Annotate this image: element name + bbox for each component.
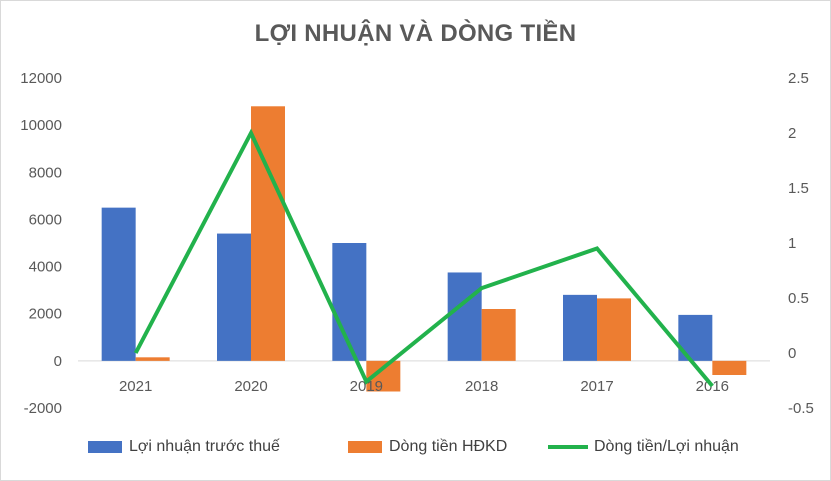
left-tick-label: 12000 xyxy=(20,70,62,87)
legend-swatch-ratio xyxy=(548,445,588,449)
bar-cashflow xyxy=(597,298,631,361)
legend-swatch-cashflow xyxy=(348,441,382,453)
left-axis: 12000 10000 8000 6000 4000 2000 0 -2000 xyxy=(20,70,62,417)
right-axis: 2.5 2 1.5 1 0.5 0 -0.5 xyxy=(788,70,814,417)
bar-profit xyxy=(101,207,136,361)
left-tick-label: 2000 xyxy=(29,306,62,323)
legend-label-ratio: Dòng tiền/Lợi nhuận xyxy=(594,438,739,455)
left-tick-label: 10000 xyxy=(20,117,62,134)
legend-item-profit: Lợi nhuận trước thuế xyxy=(88,438,280,456)
bar-cashflow xyxy=(712,360,747,375)
right-tick-label: 2 xyxy=(788,125,796,142)
left-tick-label: 8000 xyxy=(29,164,62,181)
legend-label-cashflow: Dòng tiền HĐKD xyxy=(389,438,508,455)
legend: Lợi nhuận trước thuế Dòng tiền HĐKD Dòng… xyxy=(0,438,831,462)
right-tick-label: 1.5 xyxy=(788,180,809,197)
legend-item-ratio: Dòng tiền/Lợi nhuận xyxy=(548,438,739,456)
left-tick-label: 0 xyxy=(54,353,62,370)
left-tick-label: -2000 xyxy=(24,400,62,417)
series-line-ratio xyxy=(133,128,714,388)
bar-profit xyxy=(447,272,482,361)
right-tick-label: 2.5 xyxy=(788,70,809,87)
chart-title: LỢI NHUẬN VÀ DÒNG TIỀN xyxy=(254,20,577,47)
bar-cashflow xyxy=(135,357,170,361)
left-tick-label: 4000 xyxy=(29,259,62,276)
bar-cashflow xyxy=(481,309,516,361)
category-label: 2016 xyxy=(696,378,729,395)
right-tick-label: 0 xyxy=(788,345,796,362)
category-label: 2018 xyxy=(465,378,498,395)
right-tick-label: -0.5 xyxy=(788,400,814,417)
left-tick-label: 6000 xyxy=(29,211,62,228)
category-label: 2021 xyxy=(119,378,152,395)
category-label: 2020 xyxy=(234,378,267,395)
category-label: 2019 xyxy=(350,378,383,395)
category-labels: 2021 2020 2019 2018 2017 2016 xyxy=(119,378,729,395)
right-tick-label: 1 xyxy=(788,235,796,252)
bar-profit xyxy=(217,233,251,361)
legend-item-cashflow: Dòng tiền HĐKD xyxy=(348,438,507,456)
legend-label-profit: Lợi nhuận trước thuế xyxy=(129,438,280,455)
legend-swatch-profit xyxy=(88,441,122,453)
bars-group xyxy=(101,106,747,392)
bar-profit xyxy=(563,294,597,361)
category-label: 2017 xyxy=(580,378,613,395)
right-tick-label: 0.5 xyxy=(788,290,809,307)
